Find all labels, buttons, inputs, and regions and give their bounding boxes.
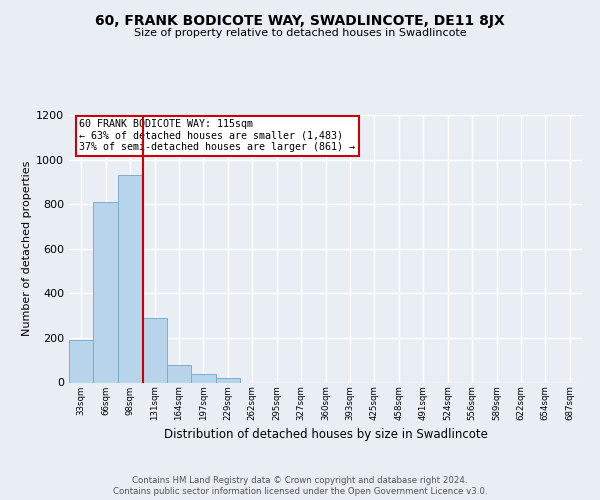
Text: 60 FRANK BODICOTE WAY: 115sqm
← 63% of detached houses are smaller (1,483)
37% o: 60 FRANK BODICOTE WAY: 115sqm ← 63% of d… bbox=[79, 119, 355, 152]
Text: Size of property relative to detached houses in Swadlincote: Size of property relative to detached ho… bbox=[134, 28, 466, 38]
Bar bbox=[142, 318, 167, 382]
Bar bbox=[167, 364, 191, 382]
X-axis label: Distribution of detached houses by size in Swadlincote: Distribution of detached houses by size … bbox=[164, 428, 487, 442]
Text: Contains public sector information licensed under the Open Government Licence v3: Contains public sector information licen… bbox=[113, 487, 487, 496]
Bar bbox=[118, 175, 142, 382]
Text: 60, FRANK BODICOTE WAY, SWADLINCOTE, DE11 8JX: 60, FRANK BODICOTE WAY, SWADLINCOTE, DE1… bbox=[95, 14, 505, 28]
Text: Contains HM Land Registry data © Crown copyright and database right 2024.: Contains HM Land Registry data © Crown c… bbox=[132, 476, 468, 485]
Bar bbox=[94, 202, 118, 382]
Bar bbox=[69, 340, 94, 382]
Bar bbox=[215, 378, 240, 382]
Bar bbox=[191, 374, 215, 382]
Y-axis label: Number of detached properties: Number of detached properties bbox=[22, 161, 32, 336]
